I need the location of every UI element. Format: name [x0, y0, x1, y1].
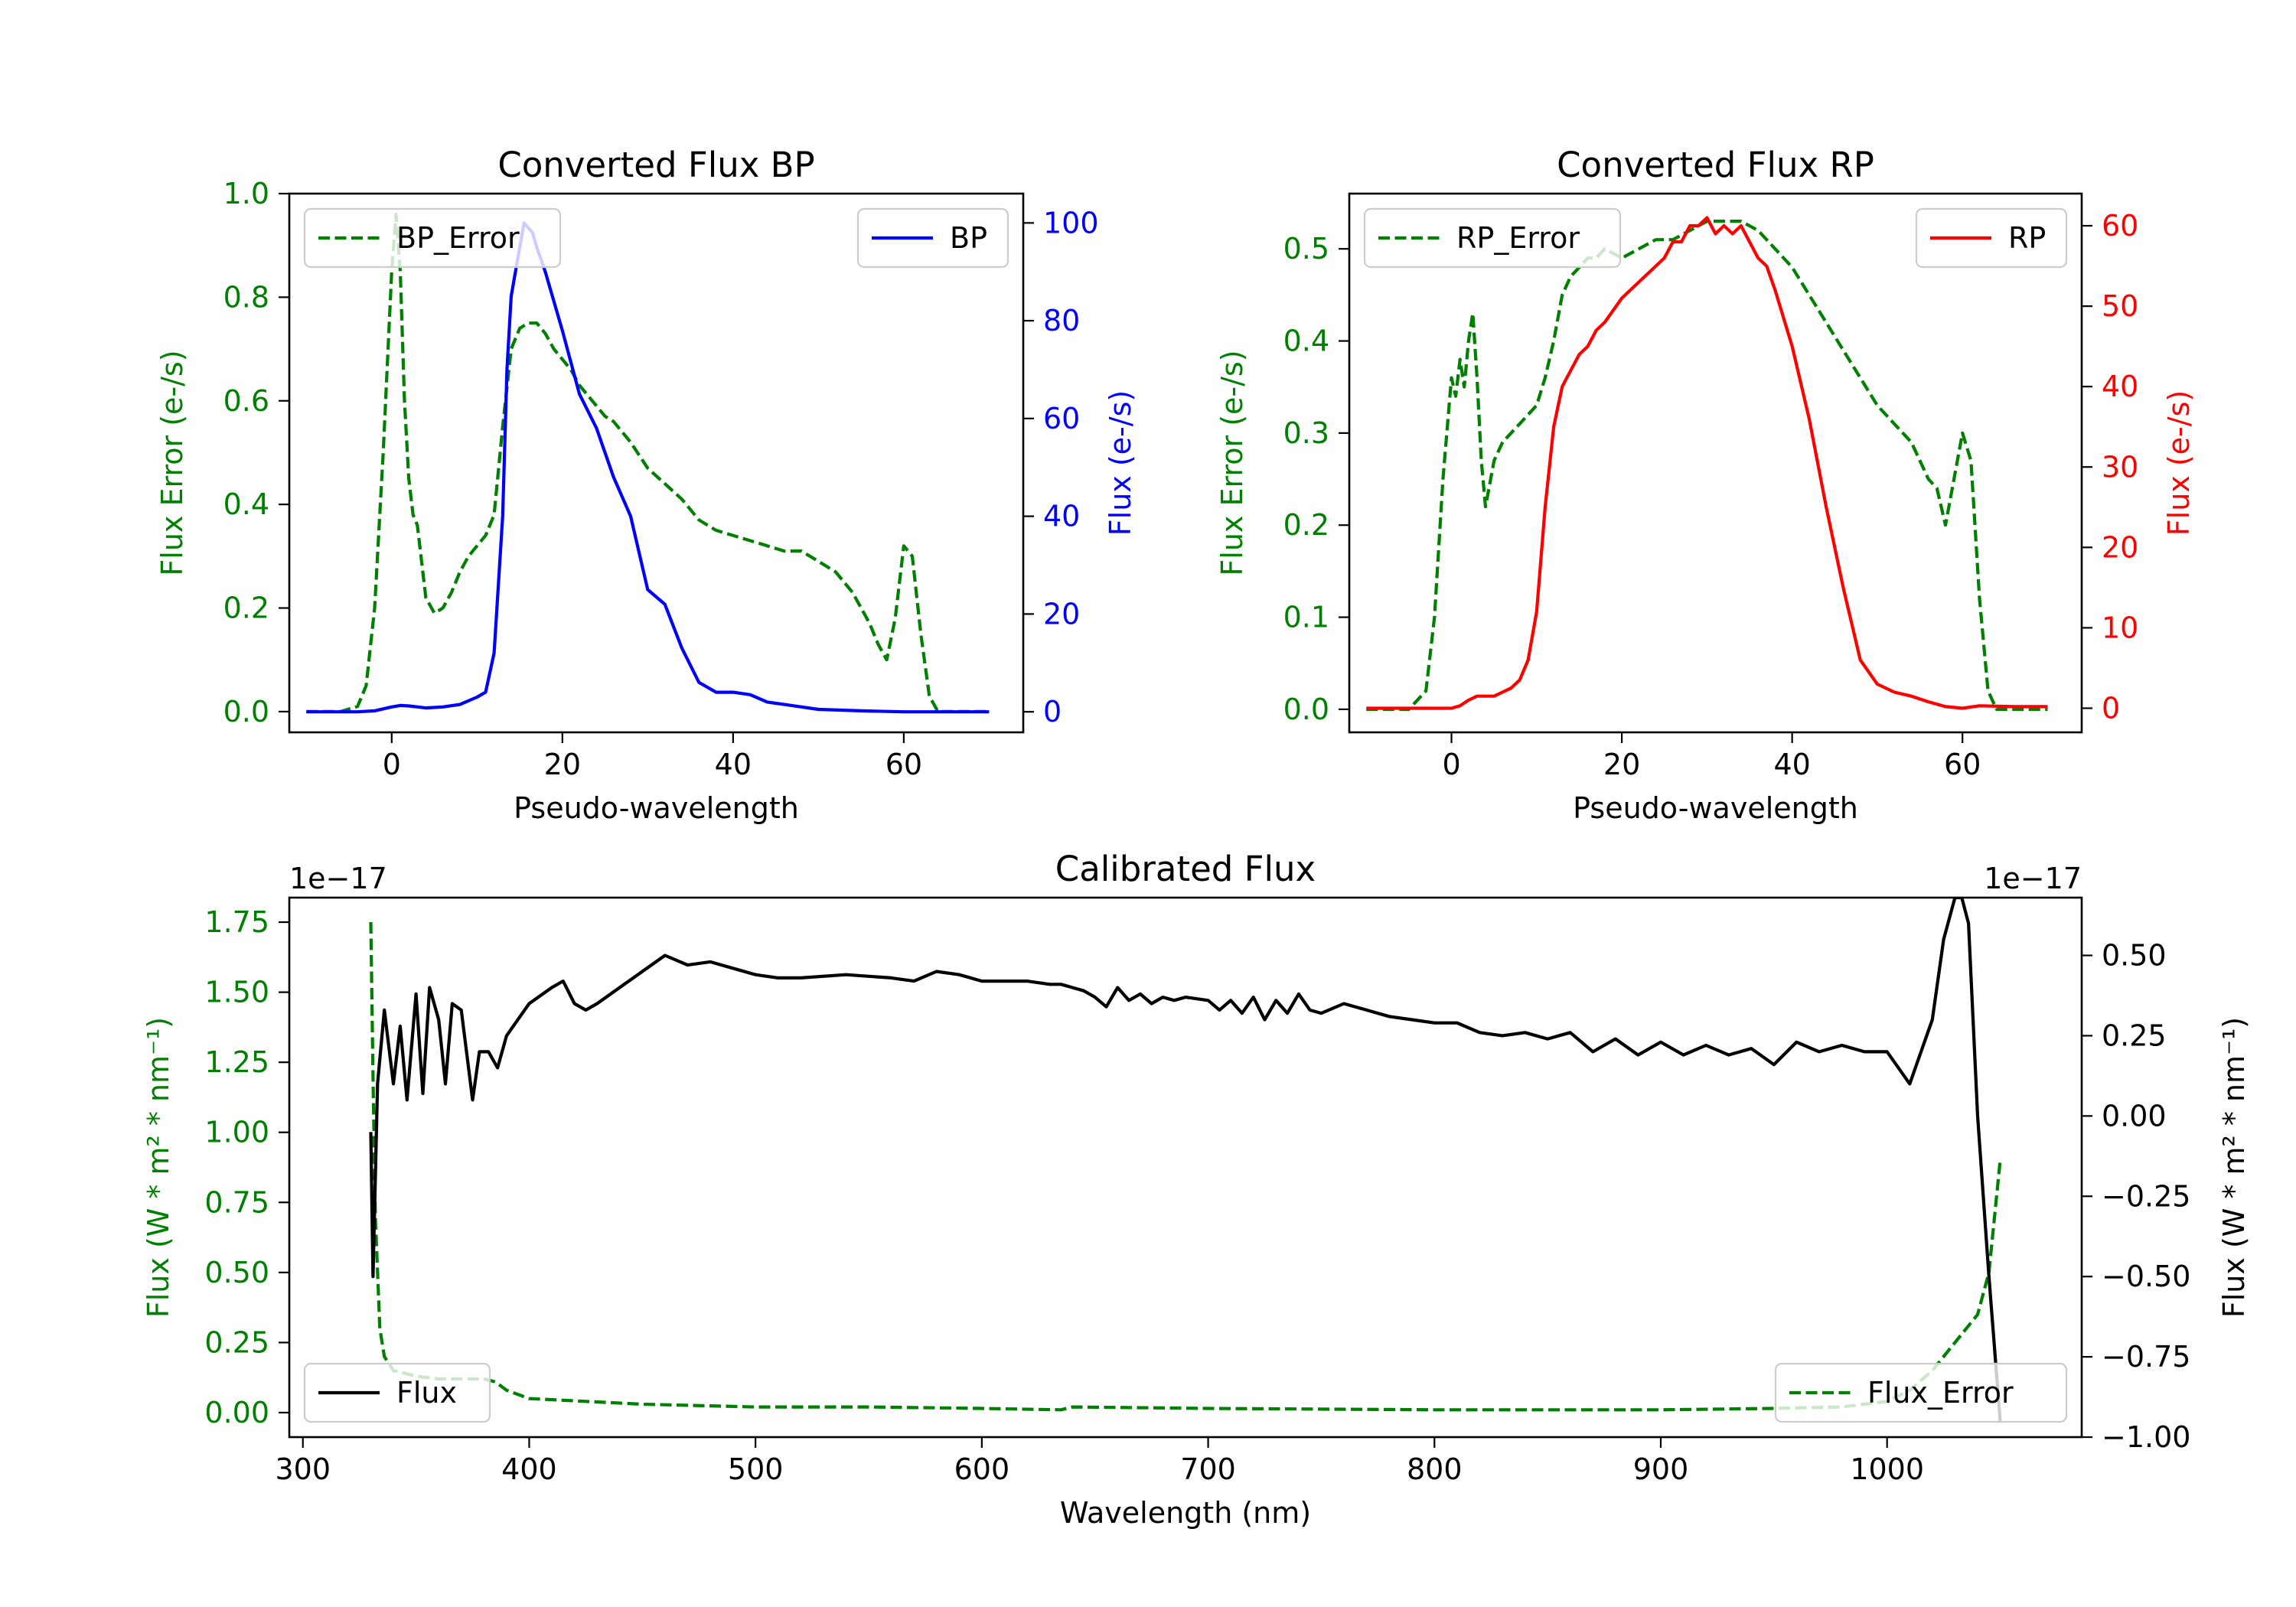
chart-cal-xtick-label: 400 [501, 1452, 557, 1486]
chart-rp-series-rp-line [1366, 216, 2048, 710]
chart-bp-right-ytick-label: 0 [1043, 695, 1062, 729]
chart-cal-right-ytick-label: −0.25 [2102, 1179, 2190, 1213]
chart-cal-left-offset-text: 1e−17 [289, 862, 387, 895]
chart-cal-xtick-label: 700 [1180, 1452, 1236, 1486]
chart-cal-xtick-label: 800 [1407, 1452, 1463, 1486]
chart-cal-xtick-label: 600 [954, 1452, 1010, 1486]
chart-cal-xtick-label: 500 [728, 1452, 784, 1486]
chart-rp-xlabel: Pseudo-wavelength [1573, 791, 1858, 825]
chart-rp-right-ytick-label: 60 [2102, 209, 2138, 243]
chart-rp-right-ylabel: Flux (e-/s) [2162, 390, 2196, 536]
chart-cal-left-ylabel: Flux (W * m² * nm⁻¹) [142, 1017, 175, 1318]
chart-bp-xtick-label: 60 [885, 748, 922, 781]
chart-bp-left-ylabel: Flux Error (e-/s) [155, 350, 189, 575]
chart-cal-legend-flux-box [303, 1362, 491, 1423]
chart-bp-xlabel: Pseudo-wavelength [514, 791, 799, 825]
chart-bp-right-ylabel: Flux (e-/s) [1104, 390, 1137, 536]
chart-rp-legend-rp-label: RP [2008, 221, 2046, 255]
chart-bp-xtick-label: 20 [544, 748, 581, 781]
chart-cal-right-ylabel: Flux (W * m² * nm⁻¹) [2217, 1017, 2251, 1318]
chart-rp-right-ytick-label: 40 [2102, 370, 2138, 403]
chart-rp-right-ytick-label: 0 [2102, 691, 2120, 725]
chart-rp-right-ytick-label: 50 [2102, 289, 2138, 323]
chart-bp-xtick-label: 40 [715, 748, 752, 781]
chart-rp-left-ytick-label: 0.0 [1283, 693, 1329, 726]
chart-bp-legend-bp-label: BP [950, 221, 987, 255]
chart-cal-xtick-label: 900 [1633, 1452, 1689, 1486]
chart-rp-series-rp-error-line [1366, 220, 2048, 712]
chart-rp-left-ytick-label: 0.5 [1283, 232, 1329, 266]
chart-rp-xtick-label: 0 [1442, 748, 1460, 781]
chart-rp-legend-rp-error-label: RP_Error [1456, 221, 1580, 255]
chart-rp-xtick-label: 60 [1944, 748, 1981, 781]
chart-bp-right-ytick-label: 80 [1043, 304, 1080, 337]
chart-cal-right-ytick-label: −1.00 [2102, 1420, 2190, 1454]
chart-cal-legend-flux-error-label: Flux_Error [1867, 1376, 2014, 1410]
chart-cal-left-ytick-label: 0.75 [204, 1185, 269, 1219]
chart-cal-xtick-label: 300 [275, 1452, 331, 1486]
chart-cal-title: Calibrated Flux [1055, 849, 1316, 889]
chart-cal-right-ytick-label: 0.00 [2102, 1099, 2167, 1133]
chart-rp-axes-frame [1348, 192, 2083, 734]
chart-cal-right-ytick-label: 0.25 [2102, 1019, 2167, 1052]
chart-cal-xtick-label: 1000 [1850, 1452, 1924, 1486]
chart-rp-legend-rp-error-box [1363, 207, 1622, 269]
chart-rp-left-ytick-label: 0.4 [1283, 324, 1329, 358]
chart-rp-left-ytick-label: 0.3 [1283, 416, 1329, 450]
chart-bp-right-ytick-label: 20 [1043, 597, 1080, 631]
chart-bp-right-ytick-label: 60 [1043, 402, 1080, 435]
chart-cal-series-flux-line [369, 898, 2002, 1422]
chart-cal-right-ytick-label: −0.50 [2102, 1260, 2190, 1293]
chart-rp-left-ytick-label: 0.2 [1283, 508, 1329, 542]
chart-cal-left-ytick-label: 0.00 [204, 1396, 269, 1429]
chart-cal-right-ytick-label: 0.50 [2102, 939, 2167, 973]
chart-bp-legend-bp-error-box [303, 207, 562, 269]
chart-rp-xtick-label: 40 [1773, 748, 1810, 781]
chart-cal-left-ytick-label: 1.50 [204, 976, 269, 1009]
chart-cal-left-ytick-label: 0.50 [204, 1256, 269, 1289]
chart-rp-right-ytick-label: 30 [2102, 450, 2138, 484]
chart-rp-right-ytick-label: 10 [2102, 611, 2138, 644]
chart-cal-legend-flux-label: Flux [396, 1376, 457, 1410]
chart-rp-left-ylabel: Flux Error (e-/s) [1215, 350, 1249, 575]
chart-cal-xlabel: Wavelength (nm) [1060, 1496, 1311, 1530]
chart-bp-left-ytick-label: 0.0 [223, 695, 269, 729]
chart-cal-right-ytick-label: −0.75 [2102, 1340, 2190, 1374]
chart-cal-right-offset-text: 1e−17 [1984, 862, 2082, 895]
chart-bp-xtick-label: 0 [383, 748, 401, 781]
chart-cal-left-ytick-label: 0.25 [204, 1325, 269, 1359]
chart-cal-left-ytick-label: 1.25 [204, 1045, 269, 1079]
chart-rp-xtick-label: 20 [1603, 748, 1640, 781]
chart-rp-right-ytick-label: 20 [2102, 530, 2138, 564]
chart-bp-right-ytick-label: 100 [1043, 206, 1099, 240]
chart-cal-left-ytick-label: 1.00 [204, 1116, 269, 1149]
chart-bp-left-ytick-label: 0.4 [223, 487, 269, 521]
chart-bp-legend-bp-error-label: BP_Error [396, 221, 520, 255]
chart-bp-left-ytick-label: 0.2 [223, 592, 269, 625]
chart-cal-axes-frame [288, 896, 2083, 1439]
chart-bp-axes-frame [288, 192, 1025, 734]
chart-bp-left-ytick-label: 0.6 [223, 384, 269, 418]
chart-cal-legend-flux-error-box [1774, 1362, 2068, 1423]
chart-bp-title: Converted Flux BP [497, 145, 814, 185]
chart-bp-right-ytick-label: 40 [1043, 500, 1080, 533]
chart-bp-left-ytick-label: 1.0 [223, 177, 269, 210]
chart-cal-left-ytick-label: 1.75 [204, 905, 269, 939]
chart-rp-title: Converted Flux RP [1557, 145, 1874, 185]
chart-bp-left-ytick-label: 0.8 [223, 280, 269, 314]
chart-rp-left-ytick-label: 0.1 [1283, 601, 1329, 634]
